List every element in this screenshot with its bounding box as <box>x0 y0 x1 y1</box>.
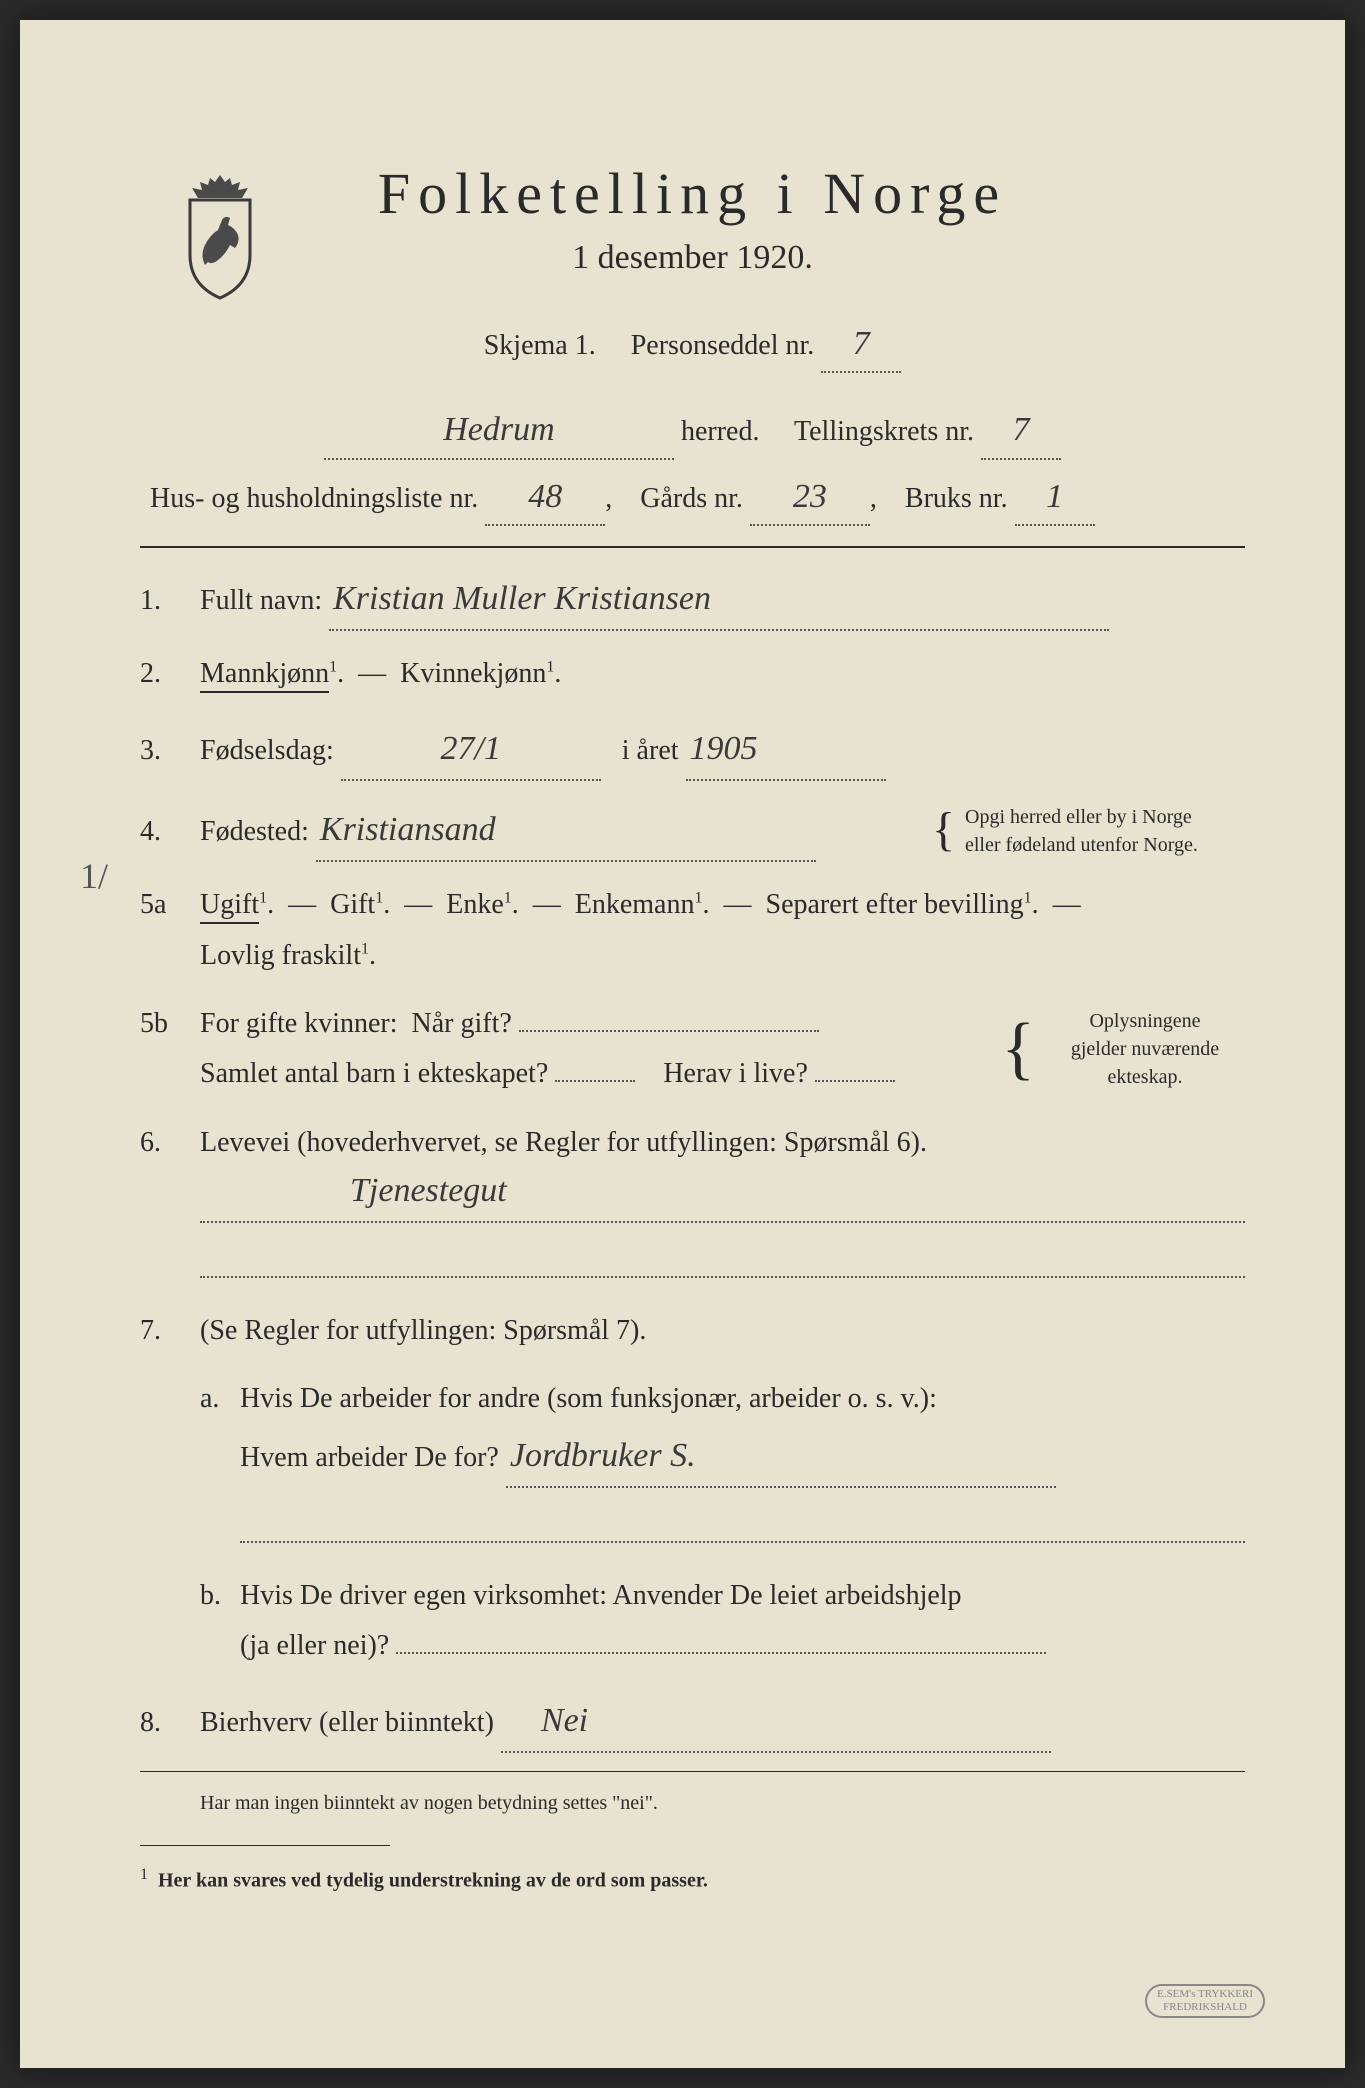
q4-note1: Opgi herred eller by i Norge <box>965 806 1192 828</box>
footnote-rule <box>140 1845 390 1846</box>
q5b-gift: Når gift? <box>412 1008 512 1039</box>
q5a-opt2: Gift <box>330 889 375 920</box>
question-2: 2. Mannkjønn1. — Kvinnekjønn1. <box>140 649 1245 699</box>
blank-line <box>240 1503 1245 1543</box>
q8-num: 8. <box>140 1698 200 1748</box>
q2-opt2: Kvinnekjønn <box>400 658 546 689</box>
q7b-value <box>396 1652 1046 1654</box>
q2-num: 2. <box>140 649 200 699</box>
meta-row-1: Skjema 1. Personseddel nr. 7 <box>140 317 1245 373</box>
herred-value: Hedrum <box>324 403 674 459</box>
q6-answer-line: Tjenestegut <box>200 1183 1245 1223</box>
footnote-text: Her kan svares ved tydelig understreknin… <box>158 1870 708 1892</box>
tellingskrets-label: Tellingskrets nr. <box>794 416 974 447</box>
q5b-note3: ekteskap. <box>1108 1066 1183 1088</box>
q3-year-label: i året <box>622 735 679 766</box>
question-7a: a. Hvis De arbeider for andre (som funks… <box>200 1374 1245 1553</box>
q5b-note1: Oplysningene <box>1089 1010 1200 1032</box>
gards-label: Gårds nr. <box>640 483 743 514</box>
q5a-opt4: Enkemann <box>575 889 695 920</box>
q5b-note2: gjelder nuværende <box>1071 1038 1219 1060</box>
meta-row-3: Hus- og husholdningsliste nr. 48, Gårds … <box>140 470 1245 526</box>
subtitle: 1 desember 1920. <box>140 239 1245 277</box>
q6-value: Tjenestegut <box>350 1160 507 1221</box>
divider <box>140 546 1245 548</box>
q4-num: 4. <box>140 807 200 857</box>
footer-note-2: 1 Her kan svares ved tydelig understrekn… <box>140 1866 1245 1893</box>
q5b-barn: Samlet antal barn i ekteskapet? <box>200 1058 548 1089</box>
q4-value: Kristiansand <box>316 799 816 862</box>
footer-note-1: Har man ingen biinntekt av nogen betydni… <box>200 1792 1245 1815</box>
hus-label: Hus- og husholdningsliste nr. <box>150 483 478 514</box>
question-5b: 5b For gifte kvinner: Når gift? Samlet a… <box>140 999 1245 1100</box>
document-header: Folketelling i Norge 1 desember 1920. <box>140 160 1245 277</box>
q4-label: Fødested: <box>200 816 309 847</box>
q4-note: Opgi herred eller by i Norge eller fødel… <box>965 803 1245 859</box>
q1-num: 1. <box>140 576 200 626</box>
q5b-gift-value <box>519 1030 819 1032</box>
q6-num: 6. <box>140 1118 200 1168</box>
q5b-live: Herav i live? <box>663 1058 808 1089</box>
q5b-note: Oplysningene gjelder nuværende ekteskap. <box>1045 1007 1245 1091</box>
document-page: Folketelling i Norge 1 desember 1920. Sk… <box>20 20 1345 2068</box>
personseddel-value: 7 <box>821 317 901 373</box>
q3-year: 1905 <box>686 718 886 781</box>
coat-of-arms-icon <box>170 170 270 300</box>
q3-label: Fødselsdag: <box>200 735 334 766</box>
question-4: 4. Fødested: Kristiansand { Opgi herred … <box>140 799 1245 862</box>
brace-icon: { <box>1001 1021 1035 1077</box>
q8-label: Bierhverv (eller biinntekt) <box>200 1707 494 1738</box>
question-7: 7. (Se Regler for utfyllingen: Spørsmål … <box>140 1306 1245 1356</box>
q7a-num: a. <box>200 1374 240 1424</box>
question-3: 3. Fødselsdag: 27/1 i året 1905 <box>140 718 1245 781</box>
skjema-label: Skjema 1. <box>484 330 596 361</box>
question-1: 1. Fullt navn: Kristian Muller Kristians… <box>140 568 1245 631</box>
bruks-label: Bruks nr. <box>905 483 1008 514</box>
q7a-label2: Hvem arbeider De for? <box>240 1442 499 1473</box>
herred-label: herred. <box>681 416 760 447</box>
q7b-label1: Hvis De driver egen virksomhet: Anvender… <box>240 1580 962 1611</box>
q2-opt1: Mannkjønn <box>200 658 329 693</box>
q8-value: Nei <box>501 1690 1051 1753</box>
q7a-value: Jordbruker S. <box>506 1425 1056 1488</box>
bruks-value: 1 <box>1015 470 1095 526</box>
q1-value: Kristian Muller Kristiansen <box>329 568 1109 631</box>
title: Folketelling i Norge <box>140 160 1245 227</box>
question-5a: 5a Ugift1. — Gift1. — Enke1. — Enkemann1… <box>140 880 1245 981</box>
q5a-opt3: Enke <box>446 889 504 920</box>
printer-stamp: E.SEM's TRYKKERIFREDRIKSHALD <box>1145 1984 1265 2018</box>
meta-row-2: Hedrum herred. Tellingskrets nr. 7 <box>140 403 1245 459</box>
q5b-barn-value <box>555 1080 635 1082</box>
hus-value: 48 <box>485 470 605 526</box>
q5a-opt5: Separert efter bevilling <box>766 889 1024 920</box>
footnote-sup: 1 <box>140 1866 148 1883</box>
q5b-num: 5b <box>140 999 200 1049</box>
q5b-label: For gifte kvinner: <box>200 1008 398 1039</box>
q1-label: Fullt navn: <box>200 585 322 616</box>
question-6: 6. Levevei (hovederhvervet, se Regler fo… <box>140 1118 1245 1288</box>
question-7b: b. Hvis De driver egen virksomhet: Anven… <box>200 1571 1245 1672</box>
q7b-label2: (ja eller nei)? <box>240 1630 389 1661</box>
q5a-opt1: Ugift <box>200 889 259 924</box>
brace-icon: { <box>932 811 955 849</box>
divider <box>140 1771 1245 1772</box>
q6-label: Levevei (hovederhvervet, se Regler for u… <box>200 1127 927 1158</box>
q3-day: 27/1 <box>341 718 601 781</box>
gards-value: 23 <box>750 470 870 526</box>
blank-line <box>200 1238 1245 1278</box>
q4-note2: eller fødeland utenfor Norge. <box>965 834 1198 856</box>
tellingskrets-value: 7 <box>981 403 1061 459</box>
q7b-num: b. <box>200 1571 240 1621</box>
q7-num: 7. <box>140 1306 200 1356</box>
q5a-num: 5a <box>140 880 200 930</box>
q7-label: (Se Regler for utfyllingen: Spørsmål 7). <box>200 1315 646 1346</box>
question-8: 8. Bierhverv (eller biinntekt) Nei <box>140 1690 1245 1753</box>
q7a-label1: Hvis De arbeider for andre (som funksjon… <box>240 1383 937 1414</box>
q3-num: 3. <box>140 726 200 776</box>
personseddel-label: Personseddel nr. <box>631 330 815 361</box>
q5a-opt6: Lovlig fraskilt <box>200 940 361 971</box>
q5b-live-value <box>815 1080 895 1082</box>
margin-mark: 1/ <box>80 855 108 897</box>
